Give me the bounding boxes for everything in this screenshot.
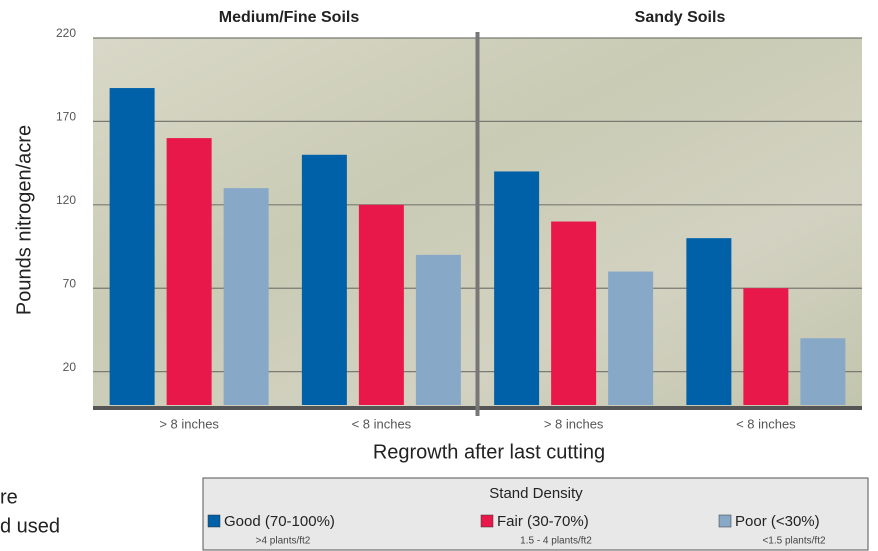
legend-sublabel: >4 plants/ft2 xyxy=(256,536,311,547)
bar xyxy=(416,255,461,405)
bar xyxy=(743,288,788,405)
group-label: Medium/Fine Soils xyxy=(219,9,360,26)
bar xyxy=(800,338,845,405)
x-tick-label: < 8 inches xyxy=(736,416,796,431)
legend-swatch xyxy=(208,515,220,527)
bar xyxy=(302,155,347,405)
legend-sublabel: <1.5 plants/ft2 xyxy=(762,536,826,547)
chart: Medium/Fine Soils Sandy Soils Pounds nit… xyxy=(0,0,878,551)
legend-label: Poor (<30%) xyxy=(735,513,820,530)
bar xyxy=(224,188,269,405)
legend-label: Fair (30-70%) xyxy=(497,513,589,530)
page-fragment: d used xyxy=(0,515,60,537)
x-tick-label: < 8 inches xyxy=(352,416,412,431)
bar xyxy=(686,238,731,405)
legend-swatch xyxy=(481,515,493,527)
x-tick-label: > 8 inches xyxy=(544,416,604,431)
y-axis-label: Pounds nitrogen/acre xyxy=(13,125,35,315)
y-tick-label: 170 xyxy=(56,110,76,124)
page-fragment: re xyxy=(0,486,18,508)
bar xyxy=(110,88,155,405)
legend-label: Good (70-100%) xyxy=(224,513,335,530)
y-tick-label: 220 xyxy=(56,26,76,40)
bar xyxy=(494,171,539,405)
bar xyxy=(608,272,653,405)
group-label: Sandy Soils xyxy=(635,9,726,26)
bar xyxy=(359,205,404,405)
y-tick-label: 20 xyxy=(63,360,77,374)
bar xyxy=(551,222,596,406)
legend-swatch xyxy=(719,515,731,527)
legend-title: Stand Density xyxy=(489,485,583,502)
y-tick-label: 120 xyxy=(56,193,76,207)
x-axis-label: Regrowth after last cutting xyxy=(373,441,605,463)
legend-sublabel: 1.5 - 4 plants/ft2 xyxy=(520,536,592,547)
x-tick-label: > 8 inches xyxy=(159,416,219,431)
y-tick-label: 70 xyxy=(63,276,77,290)
bar xyxy=(167,138,212,405)
